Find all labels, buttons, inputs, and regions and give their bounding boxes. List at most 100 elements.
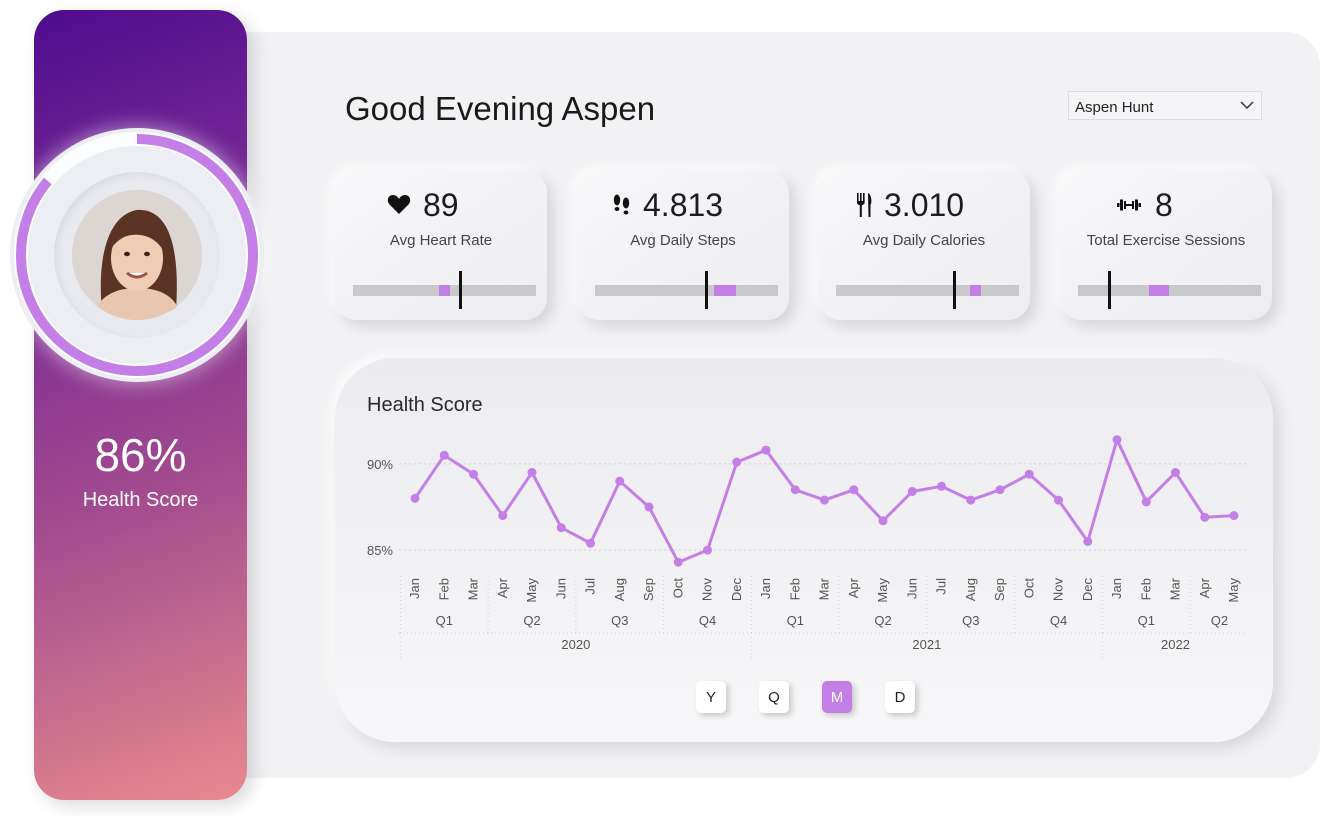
kpi-bullet-fill bbox=[713, 285, 736, 296]
health-score-chart-card: Health Score 90% 85% Jan Feb Mar Apr May Jun Jul… bbox=[335, 358, 1273, 742]
kpi-bullet-track bbox=[836, 285, 1019, 296]
data-point bbox=[1141, 497, 1151, 507]
x-quarter-label: Q4 bbox=[1050, 613, 1067, 628]
x-year-label: 2021 bbox=[912, 637, 941, 652]
kpi-value: 8 bbox=[1155, 187, 1173, 223]
avatar-frame bbox=[54, 172, 220, 338]
chevron-down-icon bbox=[1240, 101, 1254, 110]
dumbbell-icon bbox=[1117, 199, 1141, 211]
data-point bbox=[556, 523, 566, 533]
x-month-label: Sep bbox=[641, 578, 656, 601]
data-point bbox=[849, 485, 859, 495]
x-month-label: Apr bbox=[1197, 577, 1212, 598]
kpi-target-marker bbox=[1107, 271, 1111, 309]
x-quarter-label: Q4 bbox=[699, 613, 716, 628]
kpi-label: Avg Daily Calories bbox=[862, 232, 986, 249]
x-month-label: May bbox=[875, 578, 890, 603]
kpi-bullet-fill bbox=[439, 285, 450, 296]
health-score-value: 86% bbox=[94, 429, 187, 481]
x-quarter-label: Q3 bbox=[611, 613, 628, 628]
data-point bbox=[937, 481, 946, 491]
data-point bbox=[1112, 435, 1122, 445]
x-month-label: Jun bbox=[553, 578, 568, 599]
x-month-label: Oct bbox=[670, 578, 685, 599]
avatar bbox=[72, 190, 202, 320]
x-month-label: Jan bbox=[758, 578, 773, 599]
kpi-card-exercise-sessions: 8 Total Exercise Sessions bbox=[1060, 171, 1272, 320]
kpi-card-daily-steps: 4.813 Avg Daily Steps bbox=[577, 171, 789, 320]
kpi-bullet-fill bbox=[1149, 285, 1170, 296]
user-select-dropdown[interactable]: Aspen Hunt bbox=[1068, 91, 1262, 120]
x-month-label: Dec bbox=[1080, 578, 1095, 602]
x-quarter-label: Q2 bbox=[874, 613, 891, 628]
data-point bbox=[1171, 468, 1180, 477]
data-point bbox=[527, 468, 537, 477]
x-quarter-label: Q2 bbox=[523, 613, 540, 628]
data-point bbox=[615, 476, 625, 486]
avatar-portrait-icon bbox=[72, 190, 202, 320]
data-point bbox=[790, 485, 800, 495]
user-select-value: Aspen Hunt bbox=[1075, 99, 1154, 116]
kpi-label: Avg Heart Rate bbox=[389, 232, 493, 249]
health-score-label: Health Score bbox=[82, 489, 199, 511]
x-month-label: Apr bbox=[495, 577, 510, 598]
data-point bbox=[1054, 495, 1063, 505]
kpi-card-heart-rate: 89 Avg Heart Rate bbox=[335, 171, 547, 320]
kpi-value: 4.813 bbox=[643, 187, 724, 223]
fork-knife-icon bbox=[857, 193, 872, 217]
x-month-label: Nov bbox=[1051, 578, 1066, 602]
data-point bbox=[820, 495, 829, 505]
granularity-day-button[interactable]: D bbox=[885, 681, 915, 713]
x-month-label: Feb bbox=[436, 578, 451, 600]
kpi-target-marker bbox=[705, 271, 709, 309]
x-month-label: Jul bbox=[583, 578, 598, 595]
data-point bbox=[1024, 469, 1034, 479]
kpi-bullet-track bbox=[1078, 285, 1261, 296]
data-point bbox=[1083, 537, 1093, 546]
data-point bbox=[586, 538, 595, 548]
data-point bbox=[732, 457, 742, 467]
x-month-label: May bbox=[524, 578, 539, 603]
kpi-value: 3.010 bbox=[884, 187, 965, 223]
x-month-label: Oct bbox=[1021, 578, 1036, 599]
kpi-value: 89 bbox=[423, 187, 459, 223]
x-month-label: May bbox=[1226, 578, 1241, 603]
score-ring-arc bbox=[16, 134, 258, 376]
x-month-label: Jun bbox=[904, 578, 919, 599]
data-point bbox=[1200, 512, 1210, 522]
data-point bbox=[966, 495, 976, 505]
chart-title: Health Score bbox=[367, 394, 483, 416]
data-point bbox=[673, 557, 683, 567]
x-month-label: Apr bbox=[846, 577, 861, 598]
kpi-label: Avg Daily Steps bbox=[630, 232, 736, 249]
kpi-target-marker bbox=[459, 271, 463, 309]
data-point bbox=[644, 502, 654, 512]
data-point bbox=[995, 485, 1005, 495]
x-quarter-label: Q1 bbox=[436, 613, 453, 628]
x-month-label: Feb bbox=[1138, 578, 1153, 600]
x-year-label: 2022 bbox=[1161, 637, 1190, 652]
data-point bbox=[907, 486, 917, 496]
granularity-quarter-button[interactable]: Q bbox=[759, 681, 789, 713]
x-quarter-label: Q1 bbox=[1138, 613, 1155, 628]
x-quarter-label: Q2 bbox=[1211, 613, 1228, 628]
x-month-label: Jan bbox=[1109, 578, 1124, 599]
x-quarter-label: Q3 bbox=[962, 613, 979, 628]
kpi-bullet-track bbox=[353, 285, 536, 296]
granularity-month-button[interactable]: M bbox=[822, 681, 852, 713]
x-month-label: Mar bbox=[466, 577, 481, 600]
page-title: Good Evening Aspen bbox=[345, 90, 656, 127]
kpi-bullet-fill bbox=[969, 285, 981, 296]
health-score-ring bbox=[10, 128, 264, 382]
y-tick-label: 90% bbox=[367, 457, 393, 472]
data-point bbox=[1229, 511, 1239, 521]
data-point bbox=[439, 450, 449, 460]
kpi-label: Total Exercise Sessions bbox=[1086, 232, 1246, 249]
score-ring-gauge bbox=[14, 132, 260, 378]
x-quarter-label: Q1 bbox=[787, 613, 804, 628]
x-month-label: Nov bbox=[700, 578, 715, 602]
heart-icon bbox=[387, 195, 411, 214]
x-month-label: Mar bbox=[1168, 577, 1183, 600]
x-month-label: Sep bbox=[992, 578, 1007, 601]
granularity-year-button[interactable]: Y bbox=[696, 681, 726, 713]
